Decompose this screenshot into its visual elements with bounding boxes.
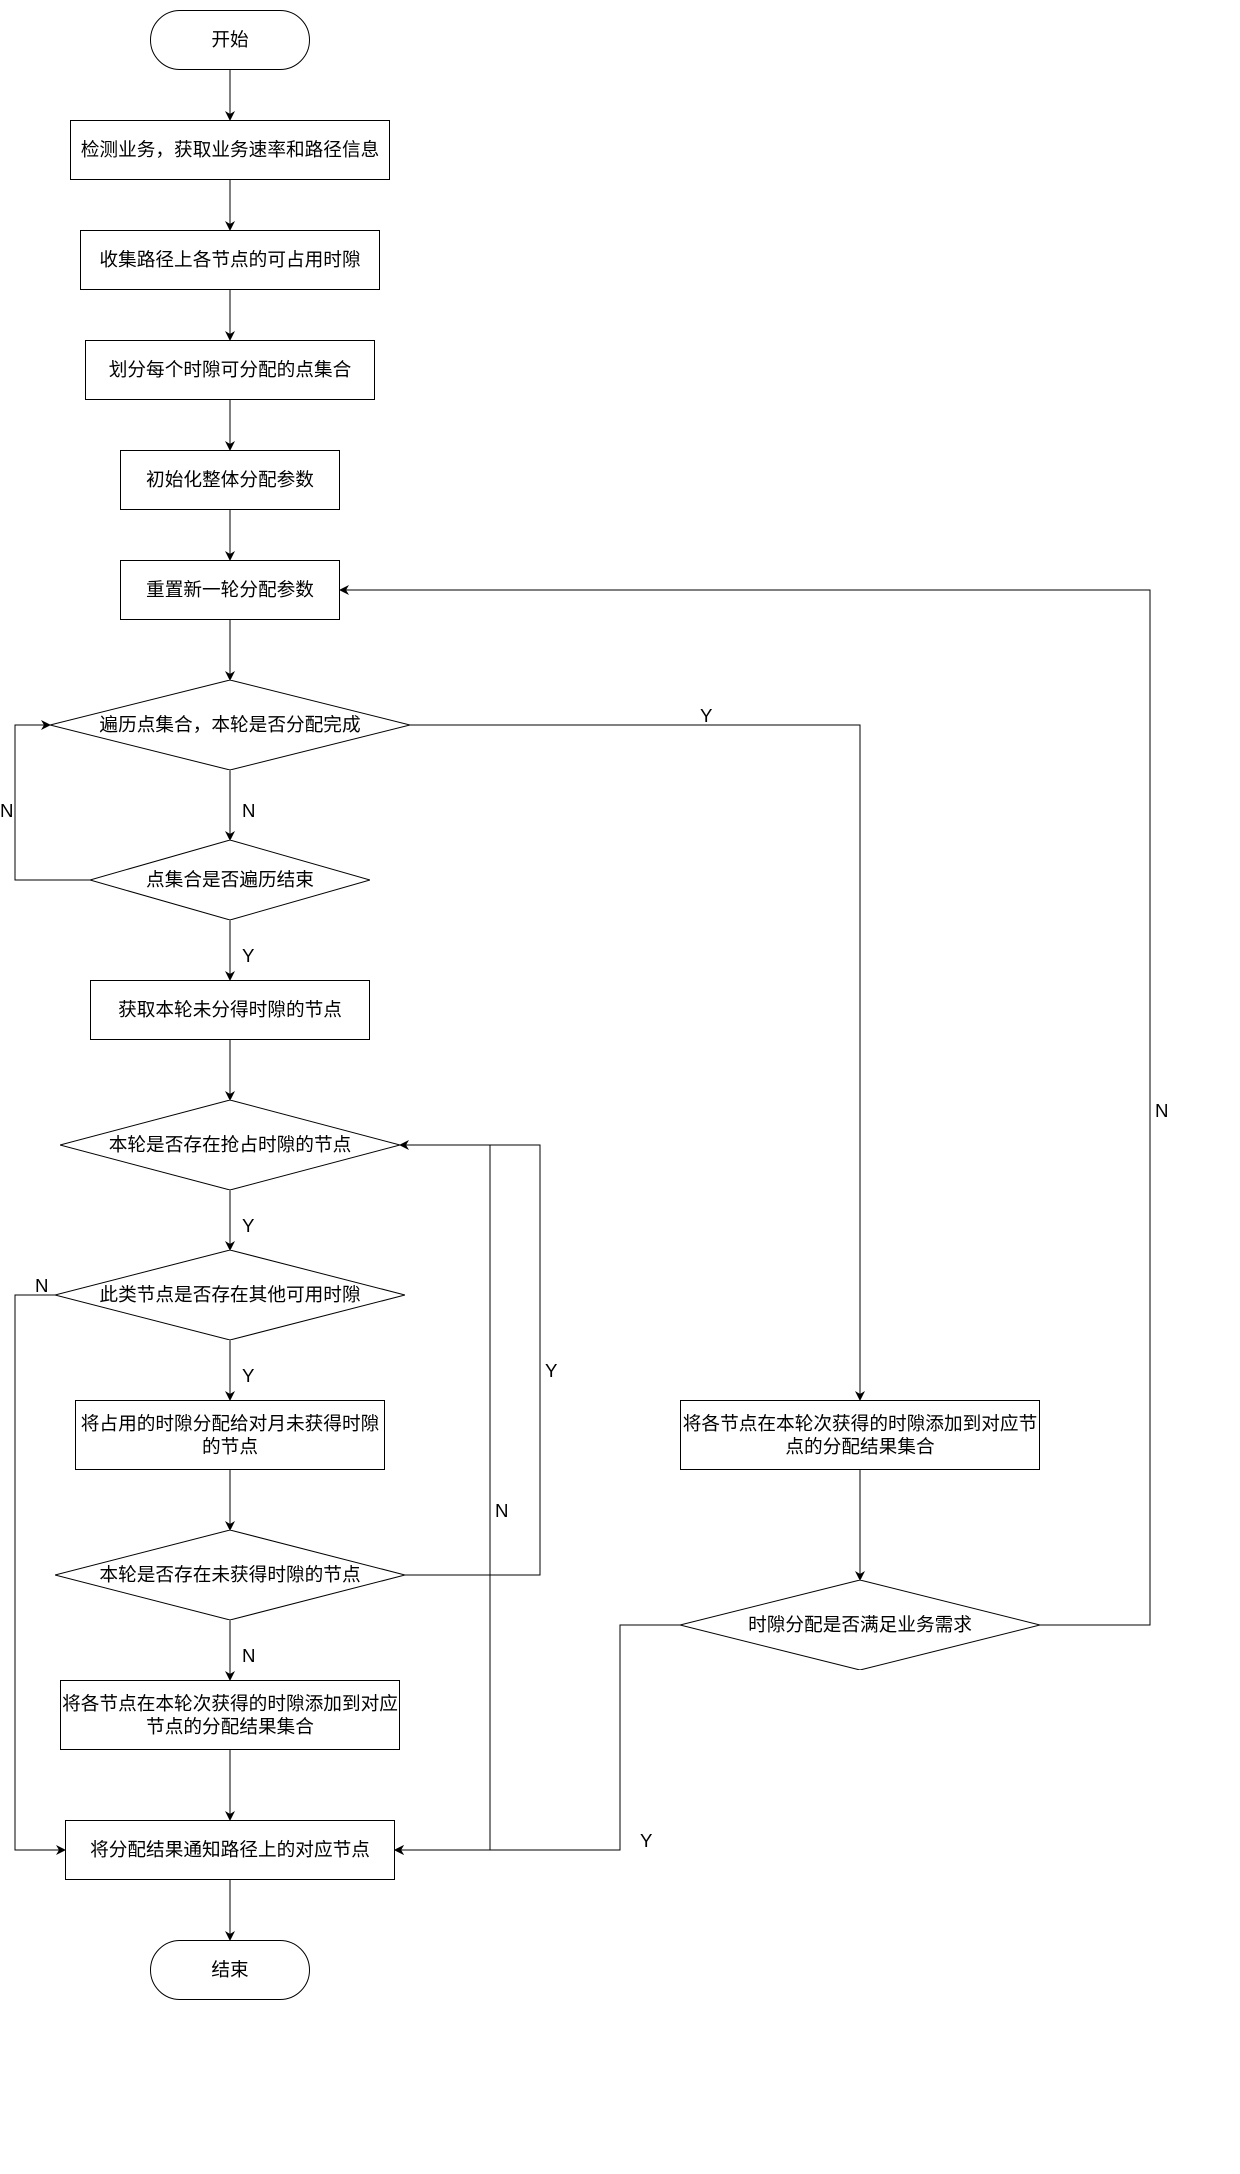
edge-label: N bbox=[35, 1275, 48, 1297]
node-label: 遍历点集合，本轮是否分配完成 bbox=[91, 713, 368, 736]
node-d2: 点集合是否遍历结束 bbox=[90, 840, 370, 920]
node-label: 此类节点是否存在其他可用时隙 bbox=[91, 1283, 368, 1306]
node-end: 结束 bbox=[150, 1940, 310, 2000]
edge-label: Y bbox=[242, 945, 254, 967]
node-d4: 此类节点是否存在其他可用时隙 bbox=[55, 1250, 405, 1340]
node-label: 时隙分配是否满足业务需求 bbox=[740, 1613, 980, 1636]
node-d6: 时隙分配是否满足业务需求 bbox=[680, 1580, 1040, 1670]
node-d5: 本轮是否存在未获得时隙的节点 bbox=[55, 1530, 405, 1620]
node-start: 开始 bbox=[150, 10, 310, 70]
edge-label: N bbox=[495, 1500, 508, 1522]
node-label: 本轮是否存在抢占时隙的节点 bbox=[101, 1133, 360, 1156]
node-p7: 将占用的时隙分配给对月未获得时隙的节点 bbox=[75, 1400, 385, 1470]
node-d3: 本轮是否存在抢占时隙的节点 bbox=[60, 1100, 400, 1190]
node-p6: 获取本轮未分得时隙的节点 bbox=[90, 980, 370, 1040]
edge-label: N bbox=[242, 800, 255, 822]
edge bbox=[395, 1625, 680, 1850]
edge-label: Y bbox=[545, 1360, 557, 1382]
node-p3: 划分每个时隙可分配的点集合 bbox=[85, 340, 375, 400]
edge-label: Y bbox=[700, 705, 712, 727]
flowchart-canvas: N N Y Y Y N N N Y Y Y N 开始检测业务，获取业务速率和路径信息收集路径上各节点的可… bbox=[0, 0, 1240, 2174]
node-label: 本轮是否存在未获得时隙的节点 bbox=[91, 1563, 368, 1586]
node-p8: 将各节点在本轮次获得的时隙添加到对应节点的分配结果集合 bbox=[60, 1680, 400, 1750]
node-p5: 重置新一轮分配参数 bbox=[120, 560, 340, 620]
edge-label: Y bbox=[640, 1830, 652, 1852]
node-d1: 遍历点集合，本轮是否分配完成 bbox=[50, 680, 410, 770]
node-p1: 检测业务，获取业务速率和路径信息 bbox=[70, 120, 390, 180]
node-label: 点集合是否遍历结束 bbox=[138, 868, 322, 891]
edge bbox=[395, 1145, 490, 1850]
node-p2: 收集路径上各节点的可占用时隙 bbox=[80, 230, 380, 290]
edge-label: Y bbox=[242, 1215, 254, 1237]
node-p9: 将分配结果通知路径上的对应节点 bbox=[65, 1820, 395, 1880]
edge-label: Y bbox=[242, 1365, 254, 1387]
edge bbox=[410, 725, 860, 1400]
node-p4: 初始化整体分配参数 bbox=[120, 450, 340, 510]
node-p10: 将各节点在本轮次获得的时隙添加到对应节点的分配结果集合 bbox=[680, 1400, 1040, 1470]
edge-label: N bbox=[1155, 1100, 1168, 1122]
edge bbox=[400, 1145, 540, 1575]
edge-label: N bbox=[242, 1645, 255, 1667]
edge-label: N bbox=[0, 800, 13, 822]
